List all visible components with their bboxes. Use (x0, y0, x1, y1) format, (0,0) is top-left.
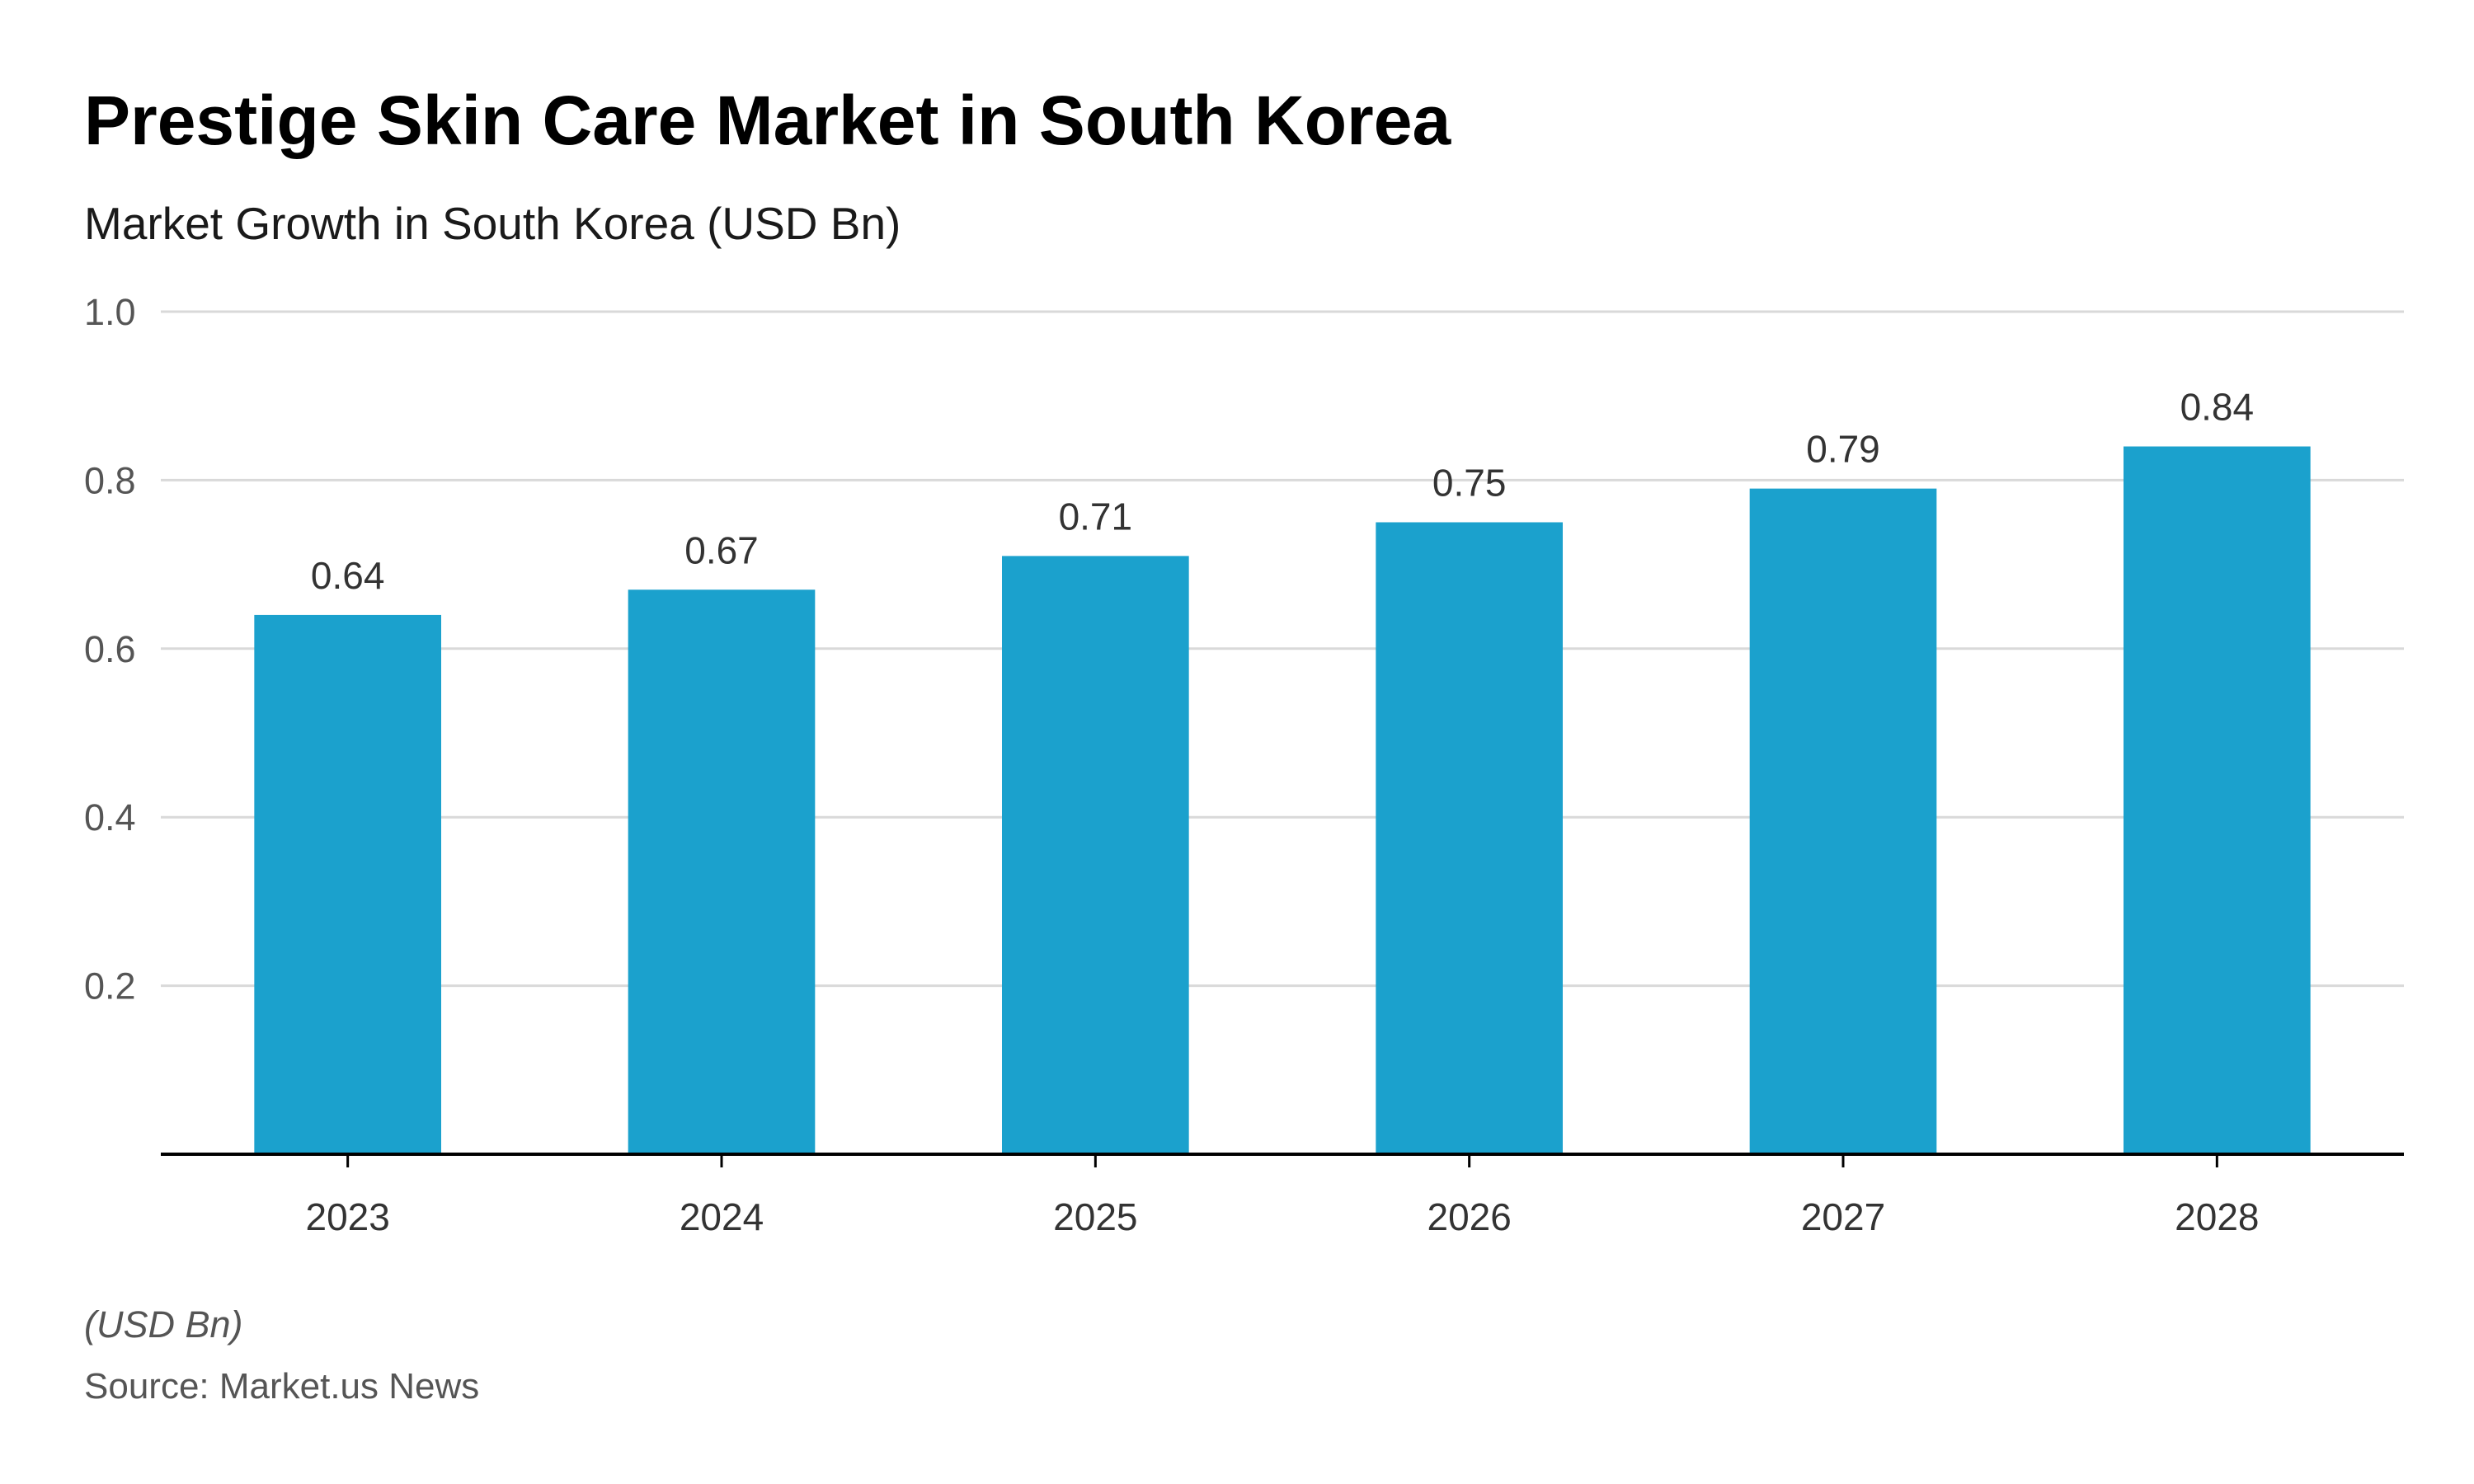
bar-2024 (628, 589, 816, 1154)
data-label-2028: 0.84 (2180, 386, 2255, 429)
chart-title: Prestige Skin Care Market in South Korea (84, 82, 1451, 159)
bar-2027 (1749, 488, 1937, 1154)
x-tick-label-2027: 2027 (1801, 1195, 1885, 1238)
data-label-2025: 0.71 (1059, 495, 1133, 538)
x-tick-label-2028: 2028 (2175, 1195, 2259, 1238)
data-label-2024: 0.67 (684, 528, 759, 571)
x-tick-label-2024: 2024 (680, 1195, 764, 1238)
data-label-2027: 0.79 (1806, 428, 1880, 471)
x-tick-label-2023: 2023 (305, 1195, 389, 1238)
x-tick-label-2026: 2026 (1427, 1195, 1511, 1238)
data-label-2026: 0.75 (1432, 462, 1507, 505)
x-tick-label-2025: 2025 (1053, 1195, 1137, 1238)
y-tick-label: 0.4 (84, 796, 136, 838)
data-label-2023: 0.64 (311, 554, 385, 597)
bar-2026 (1376, 522, 1563, 1154)
y-tick-label: 0.2 (84, 965, 136, 1007)
y-tick-label: 1.0 (84, 291, 136, 333)
gridlines (161, 310, 2404, 988)
bar-2028 (2124, 446, 2311, 1154)
chart-subtitle: Market Growth in South Korea (USD Bn) (84, 198, 901, 249)
bar-2025 (1002, 556, 1189, 1154)
source-note: Source: Market.us News (84, 1366, 480, 1407)
bars (254, 446, 2311, 1154)
y-tick-label: 0.8 (84, 459, 136, 501)
axes (161, 1153, 2404, 1167)
labels: 0.2 0.4 0.6 0.8 1.0 0.64 2023 0.67 2024 0.71 2025 0… (84, 291, 2260, 1238)
y-tick-label: 0.6 (84, 628, 136, 670)
bar-2023 (254, 614, 441, 1154)
unit-note: (USD Bn) (84, 1303, 243, 1345)
